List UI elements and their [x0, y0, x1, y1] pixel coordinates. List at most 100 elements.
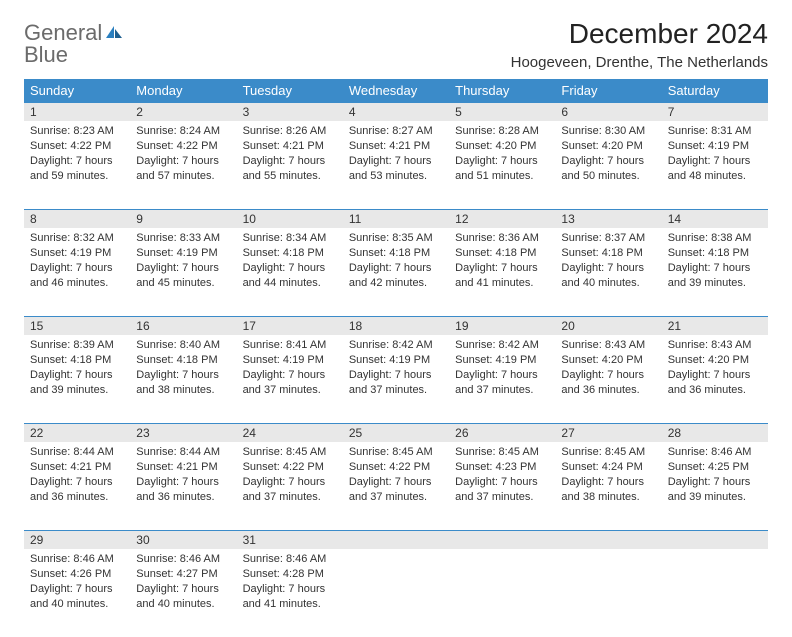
daylight-line2: and 38 minutes.	[561, 490, 655, 505]
daylight-line2: and 36 minutes.	[668, 383, 762, 398]
day-number: 16	[130, 317, 236, 335]
daylight-line1: Daylight: 7 hours	[136, 154, 230, 169]
daylight-line2: and 39 minutes.	[668, 490, 762, 505]
day-number: 9	[130, 210, 236, 228]
daylight-line1: Daylight: 7 hours	[668, 154, 762, 169]
sunset-text: Sunset: 4:21 PM	[243, 139, 337, 154]
day-number: 2	[130, 103, 236, 121]
daylight-line2: and 44 minutes.	[243, 276, 337, 291]
day-cell: Sunrise: 8:39 AMSunset: 4:18 PMDaylight:…	[24, 335, 130, 423]
sunrise-text: Sunrise: 8:28 AM	[455, 124, 549, 139]
day-number: 20	[555, 317, 661, 335]
calendar-body: 1234567Sunrise: 8:23 AMSunset: 4:22 PMDa…	[24, 102, 768, 637]
title-block: December 2024 Hoogeveen, Drenthe, The Ne…	[511, 18, 768, 71]
day-number	[343, 531, 449, 549]
sunset-text: Sunset: 4:19 PM	[455, 353, 549, 368]
daylight-line1: Daylight: 7 hours	[136, 368, 230, 383]
day-number	[449, 531, 555, 549]
sunrise-text: Sunrise: 8:24 AM	[136, 124, 230, 139]
sunrise-text: Sunrise: 8:43 AM	[668, 338, 762, 353]
week-row: Sunrise: 8:46 AMSunset: 4:26 PMDaylight:…	[24, 549, 768, 637]
daylight-line1: Daylight: 7 hours	[243, 475, 337, 490]
sunset-text: Sunset: 4:18 PM	[136, 353, 230, 368]
day-cell: Sunrise: 8:30 AMSunset: 4:20 PMDaylight:…	[555, 121, 661, 209]
daylight-line1: Daylight: 7 hours	[561, 154, 655, 169]
day-number: 4	[343, 103, 449, 121]
week-row: Sunrise: 8:23 AMSunset: 4:22 PMDaylight:…	[24, 121, 768, 209]
weekday-saturday: Saturday	[662, 79, 768, 102]
sunrise-text: Sunrise: 8:38 AM	[668, 231, 762, 246]
day-number: 25	[343, 424, 449, 442]
sunset-text: Sunset: 4:18 PM	[668, 246, 762, 261]
day-cell: Sunrise: 8:31 AMSunset: 4:19 PMDaylight:…	[662, 121, 768, 209]
daylight-line1: Daylight: 7 hours	[136, 475, 230, 490]
sunset-text: Sunset: 4:18 PM	[561, 246, 655, 261]
sunrise-text: Sunrise: 8:46 AM	[30, 552, 124, 567]
sunset-text: Sunset: 4:18 PM	[349, 246, 443, 261]
sunrise-text: Sunrise: 8:43 AM	[561, 338, 655, 353]
daylight-line1: Daylight: 7 hours	[243, 368, 337, 383]
weekday-tuesday: Tuesday	[237, 79, 343, 102]
sunrise-text: Sunrise: 8:32 AM	[30, 231, 124, 246]
daylight-line2: and 40 minutes.	[561, 276, 655, 291]
day-number: 6	[555, 103, 661, 121]
day-cell: Sunrise: 8:42 AMSunset: 4:19 PMDaylight:…	[343, 335, 449, 423]
weekday-wednesday: Wednesday	[343, 79, 449, 102]
day-cell: Sunrise: 8:24 AMSunset: 4:22 PMDaylight:…	[130, 121, 236, 209]
sunrise-text: Sunrise: 8:46 AM	[243, 552, 337, 567]
week-row: Sunrise: 8:44 AMSunset: 4:21 PMDaylight:…	[24, 442, 768, 530]
daylight-line2: and 37 minutes.	[243, 383, 337, 398]
daylight-line1: Daylight: 7 hours	[561, 475, 655, 490]
daylight-line1: Daylight: 7 hours	[30, 154, 124, 169]
daylight-line1: Daylight: 7 hours	[455, 154, 549, 169]
daylight-line1: Daylight: 7 hours	[30, 475, 124, 490]
daynum-row: 22232425262728	[24, 423, 768, 442]
sunset-text: Sunset: 4:25 PM	[668, 460, 762, 475]
sunset-text: Sunset: 4:18 PM	[455, 246, 549, 261]
daylight-line2: and 59 minutes.	[30, 169, 124, 184]
day-number: 28	[662, 424, 768, 442]
day-number: 17	[237, 317, 343, 335]
day-cell: Sunrise: 8:41 AMSunset: 4:19 PMDaylight:…	[237, 335, 343, 423]
daylight-line1: Daylight: 7 hours	[243, 582, 337, 597]
day-number: 22	[24, 424, 130, 442]
daylight-line2: and 37 minutes.	[349, 490, 443, 505]
brand-word2: Blue	[24, 44, 124, 66]
daylight-line1: Daylight: 7 hours	[455, 261, 549, 276]
day-number	[555, 531, 661, 549]
day-cell: Sunrise: 8:45 AMSunset: 4:22 PMDaylight:…	[343, 442, 449, 530]
day-number: 7	[662, 103, 768, 121]
daylight-line1: Daylight: 7 hours	[668, 475, 762, 490]
daylight-line1: Daylight: 7 hours	[349, 154, 443, 169]
daylight-line2: and 53 minutes.	[349, 169, 443, 184]
daylight-line1: Daylight: 7 hours	[243, 154, 337, 169]
day-cell: Sunrise: 8:44 AMSunset: 4:21 PMDaylight:…	[130, 442, 236, 530]
day-number: 11	[343, 210, 449, 228]
sunrise-text: Sunrise: 8:46 AM	[136, 552, 230, 567]
day-number: 13	[555, 210, 661, 228]
day-number: 30	[130, 531, 236, 549]
daylight-line1: Daylight: 7 hours	[561, 368, 655, 383]
sunset-text: Sunset: 4:22 PM	[136, 139, 230, 154]
day-number: 12	[449, 210, 555, 228]
day-cell: Sunrise: 8:45 AMSunset: 4:23 PMDaylight:…	[449, 442, 555, 530]
sunrise-text: Sunrise: 8:26 AM	[243, 124, 337, 139]
sunrise-text: Sunrise: 8:27 AM	[349, 124, 443, 139]
day-number: 23	[130, 424, 236, 442]
day-cell: Sunrise: 8:46 AMSunset: 4:28 PMDaylight:…	[237, 549, 343, 637]
day-cell: Sunrise: 8:28 AMSunset: 4:20 PMDaylight:…	[449, 121, 555, 209]
daylight-line1: Daylight: 7 hours	[349, 475, 443, 490]
daylight-line2: and 39 minutes.	[30, 383, 124, 398]
day-number: 1	[24, 103, 130, 121]
daylight-line2: and 41 minutes.	[455, 276, 549, 291]
day-cell: Sunrise: 8:38 AMSunset: 4:18 PMDaylight:…	[662, 228, 768, 316]
week-row: Sunrise: 8:39 AMSunset: 4:18 PMDaylight:…	[24, 335, 768, 423]
daylight-line1: Daylight: 7 hours	[30, 368, 124, 383]
sunset-text: Sunset: 4:18 PM	[243, 246, 337, 261]
day-number: 21	[662, 317, 768, 335]
sunset-text: Sunset: 4:19 PM	[243, 353, 337, 368]
sunrise-text: Sunrise: 8:45 AM	[349, 445, 443, 460]
day-number: 18	[343, 317, 449, 335]
day-cell: Sunrise: 8:45 AMSunset: 4:24 PMDaylight:…	[555, 442, 661, 530]
sunset-text: Sunset: 4:27 PM	[136, 567, 230, 582]
